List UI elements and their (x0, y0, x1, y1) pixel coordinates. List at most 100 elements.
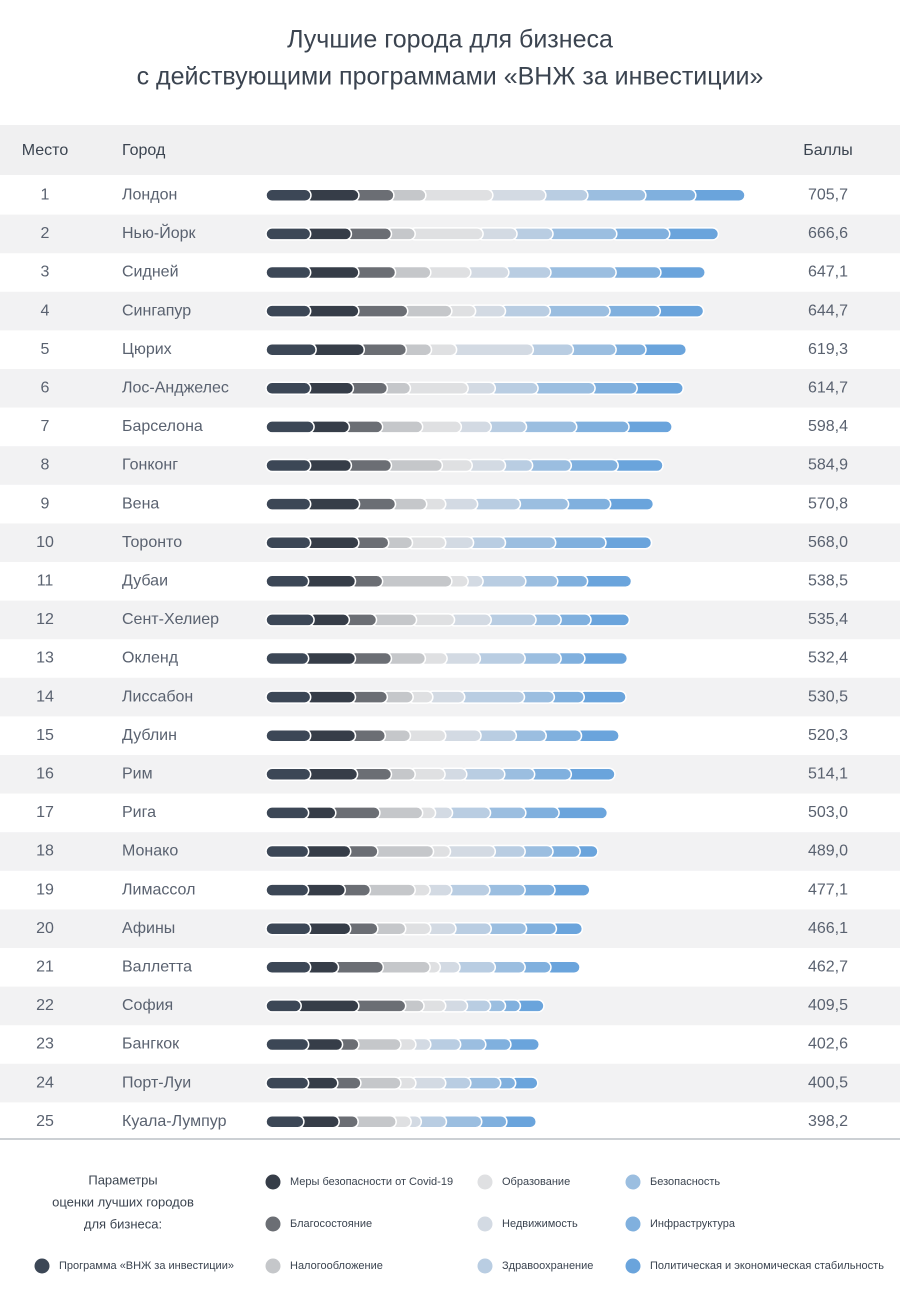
bar-segment (548, 535, 607, 550)
score: 409,5 (808, 997, 848, 1014)
bar-segment (265, 497, 312, 511)
legend-title: Параметры (88, 1172, 157, 1187)
bar-segment (531, 381, 596, 396)
score: 647,1 (808, 264, 848, 281)
score: 520,3 (808, 727, 848, 744)
legend-label: Благосостояние (290, 1218, 372, 1230)
city: Торонто (122, 534, 182, 551)
chart-title: Лучшие города для бизнеса (287, 26, 613, 54)
bar-segment (352, 1037, 402, 1052)
score: 666,6 (808, 225, 848, 242)
bar-segment (375, 420, 424, 434)
bar-segment (344, 227, 393, 241)
bar-segment (552, 806, 609, 820)
bar-segment (458, 690, 526, 704)
rank: 17 (36, 804, 54, 821)
score: 402,6 (808, 1036, 848, 1053)
column-header: Баллы (803, 142, 853, 159)
bar-segment (502, 265, 552, 280)
bar-segment (265, 767, 312, 782)
score: 705,7 (808, 187, 848, 204)
bar-segment (294, 999, 360, 1013)
bar-segment (639, 188, 697, 203)
bar-segment (599, 535, 653, 550)
bar-segment (603, 304, 661, 318)
bar-segment (513, 497, 570, 511)
legend-marker (625, 1216, 641, 1232)
bar-segment (519, 420, 578, 434)
bar-segment (577, 690, 627, 704)
city: Лондон (122, 187, 177, 204)
rank: 20 (36, 920, 54, 937)
bar-segment (603, 497, 655, 511)
stacked-bar (265, 921, 584, 936)
rank: 10 (36, 534, 54, 551)
city: Сингапур (122, 302, 191, 319)
city: Окленд (122, 650, 179, 667)
bar-segment (303, 381, 355, 396)
bar-segment (373, 806, 424, 820)
city: Сидней (122, 264, 179, 281)
score: 530,5 (808, 688, 848, 705)
bar-segment (570, 420, 630, 434)
legend-marker (265, 1258, 281, 1274)
bar-segment (265, 844, 310, 859)
header-band (0, 125, 900, 175)
bar-segment (265, 227, 312, 241)
city: Лос-Анджелес (122, 380, 229, 397)
bar-segment (265, 381, 312, 396)
score: 619,3 (808, 341, 848, 358)
bar-segment (303, 690, 357, 704)
rank: 11 (37, 573, 54, 590)
bar-segment (265, 651, 310, 666)
bar-segment (309, 342, 366, 357)
legend-label: Меры безопасности от Covid-19 (290, 1176, 453, 1188)
bar-segment (329, 806, 381, 820)
score: 489,0 (808, 843, 848, 860)
stacked-bar (265, 497, 655, 511)
bar-segment (303, 227, 353, 241)
city: Лимассол (122, 881, 195, 898)
bar-segment (331, 960, 385, 975)
legend-label: Безопасность (650, 1176, 720, 1188)
legend-marker (265, 1174, 281, 1190)
legend-marker (477, 1258, 493, 1274)
stacked-bar (265, 651, 629, 666)
city: Барселона (122, 418, 203, 435)
bar-segment (265, 999, 302, 1013)
rank: 14 (36, 688, 54, 705)
bar-segment (526, 342, 575, 357)
bar-segment (265, 960, 312, 975)
rank: 7 (41, 418, 50, 435)
legend-title: для бизнеса: (84, 1216, 162, 1231)
bar-segment (543, 304, 611, 318)
bar-segment (384, 458, 444, 473)
bar-segment (486, 188, 547, 203)
legend-label: Политическая и экономическая стабильност… (650, 1260, 884, 1272)
bar-segment (265, 458, 312, 473)
rank: 4 (41, 302, 50, 319)
city: Валлетта (122, 959, 192, 976)
city: Дубаи (122, 573, 168, 590)
city: Рига (122, 804, 156, 821)
bar-segment (539, 188, 589, 203)
bar-segment (566, 342, 617, 357)
bar-segment (301, 574, 357, 589)
stacked-bar (265, 1037, 541, 1052)
city: Рим (122, 766, 153, 783)
bar-segment (303, 497, 361, 511)
bar-segment (609, 265, 662, 280)
stacked-bar (265, 883, 591, 897)
bar-segment (371, 844, 435, 859)
city: Афины (122, 920, 175, 937)
rank: 12 (36, 611, 54, 628)
bar-segment (488, 381, 539, 396)
bar-segment (301, 844, 352, 859)
bar-segment (544, 265, 617, 280)
score: 532,4 (808, 650, 848, 667)
bar-segment (443, 844, 497, 859)
bar-segment (265, 1076, 310, 1090)
legend-label: Недвижимость (502, 1218, 578, 1230)
bar-segment (408, 227, 484, 241)
bar-segment (265, 883, 310, 897)
